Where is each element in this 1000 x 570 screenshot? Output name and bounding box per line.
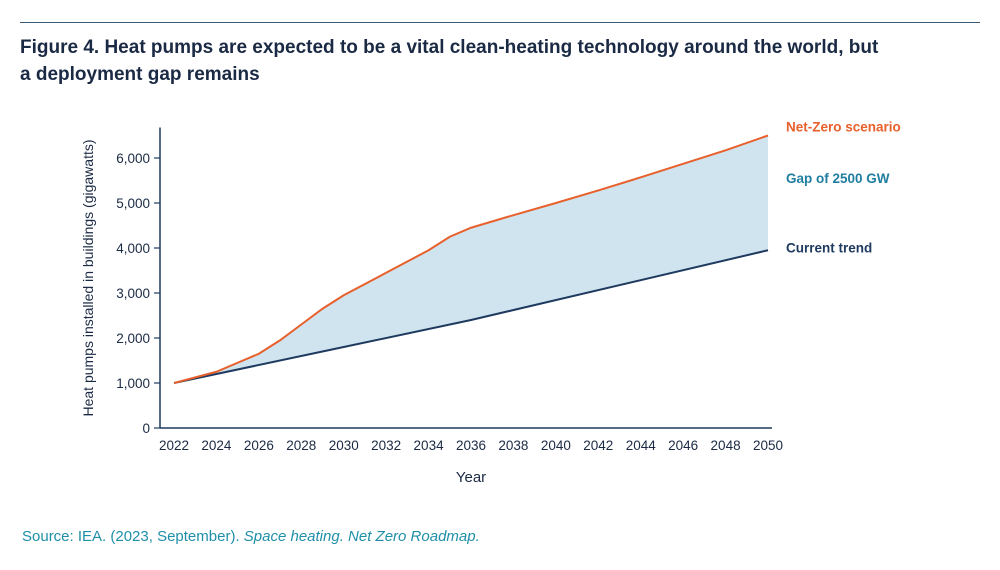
y-tick-label: 4,000 xyxy=(116,241,150,256)
net-zero-label: Net-Zero scenario xyxy=(786,120,901,135)
x-tick-label: 2040 xyxy=(541,438,571,453)
source-citation: Source: IEA. (2023, September). Space he… xyxy=(22,528,480,545)
source-text: Source: IEA. (2023, September). xyxy=(22,528,244,545)
current-trend-label: Current trend xyxy=(786,240,872,255)
y-tick-label: 5,000 xyxy=(116,196,150,211)
x-tick-label: 2024 xyxy=(201,438,232,453)
x-tick-label: 2046 xyxy=(668,438,698,453)
x-tick-label: 2030 xyxy=(329,438,359,453)
y-tick-label: 2,000 xyxy=(116,331,150,346)
gap-area xyxy=(174,135,768,383)
y-tick-label: 3,000 xyxy=(116,286,150,301)
x-tick-label: 2034 xyxy=(414,438,445,453)
y-axis-title: Heat pumps installed in buildings (gigaw… xyxy=(80,139,96,416)
x-tick-label: 2032 xyxy=(371,438,401,453)
x-tick-label: 2022 xyxy=(159,438,189,453)
x-tick-label: 2044 xyxy=(626,438,657,453)
source-title: Space heating. Net Zero Roadmap. xyxy=(243,528,480,545)
x-tick-label: 2042 xyxy=(583,438,613,453)
gap-annotation: Gap of 2500 GW xyxy=(786,171,890,186)
x-tick-label: 2028 xyxy=(286,438,316,453)
x-tick-label: 2038 xyxy=(498,438,528,453)
current-trend-line xyxy=(173,249,769,384)
x-tick-label: 2050 xyxy=(753,438,783,453)
net-zero-line xyxy=(173,134,769,384)
y-tick-label: 0 xyxy=(142,421,150,436)
x-tick-label: 2036 xyxy=(456,438,486,453)
y-tick-label: 1,000 xyxy=(116,376,150,391)
y-tick-label: 6,000 xyxy=(116,151,150,166)
figure-title: Figure 4. Heat pumps are expected to be … xyxy=(20,37,879,85)
top-rule xyxy=(20,22,980,23)
x-tick-label: 2048 xyxy=(711,438,741,453)
x-tick-label: 2026 xyxy=(244,438,274,453)
x-axis-title: Year xyxy=(456,469,486,486)
